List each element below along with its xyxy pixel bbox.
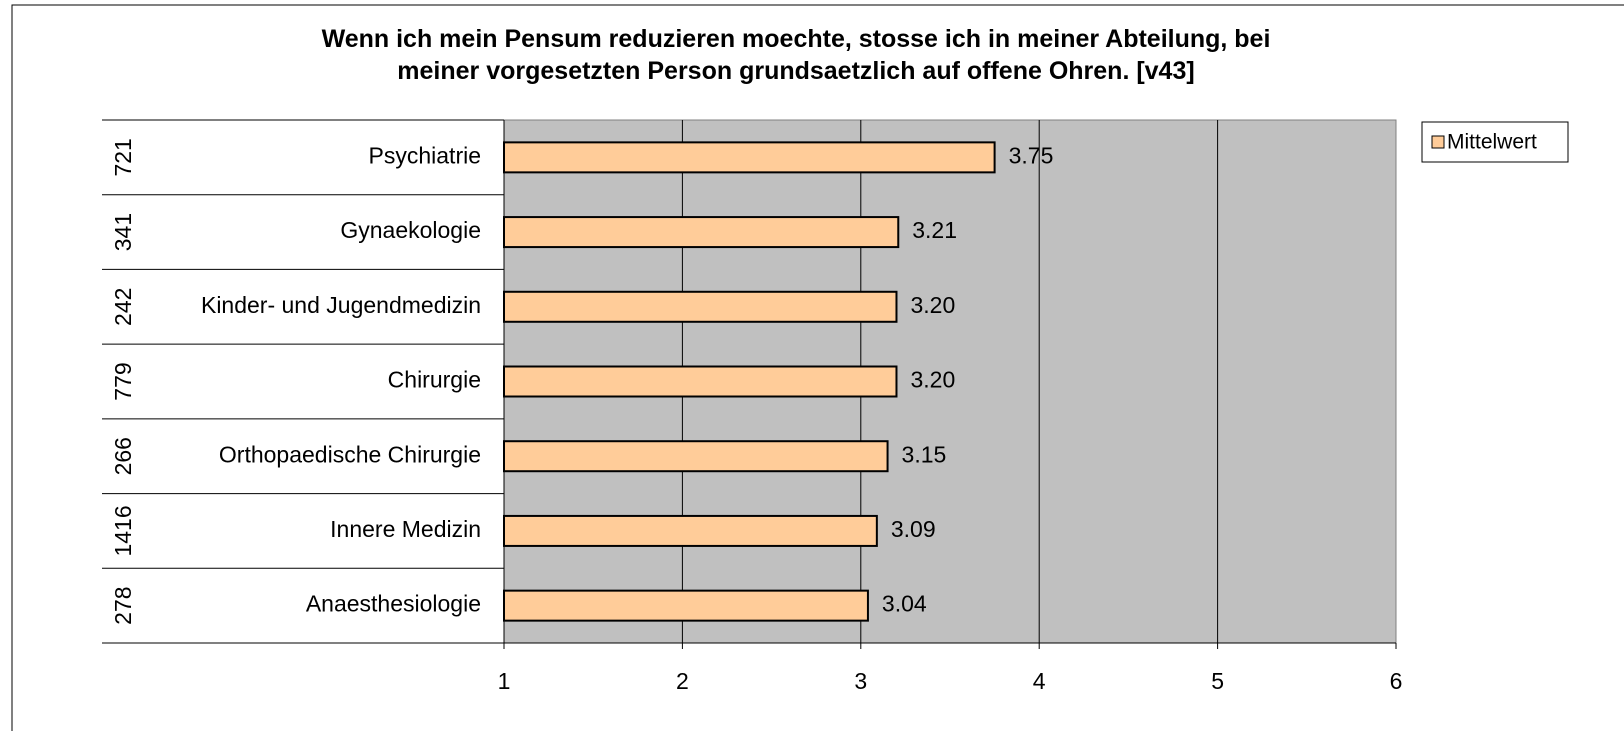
x-tick-label: 3 [854,668,867,694]
x-tick-label: 1 [498,668,511,694]
value-label: 3.75 [1009,142,1054,168]
bar [503,514,878,547]
value-label: 3.20 [910,367,955,393]
bar [503,589,869,622]
group-count: 779 [110,362,136,400]
bar [503,365,898,398]
value-label: 3.15 [902,441,947,467]
group-count: 1416 [110,505,136,556]
title-line: meiner vorgesetzten Person grundsaetzlic… [397,57,1194,85]
group-count: 266 [110,437,136,475]
value-label: 3.21 [912,217,957,243]
group-count: 721 [110,138,136,176]
title-line: Wenn ich mein Pensum reduzieren moechte,… [322,25,1271,53]
y-tick-label: Chirurgie [388,367,481,393]
x-tick-label: 2 [676,668,689,694]
group-count: 278 [110,586,136,624]
bar [503,141,996,174]
y-tick-label: Psychiatrie [369,142,481,168]
x-tick-label: 4 [1033,668,1046,694]
x-tick-label: 5 [1211,668,1224,694]
group-count: 242 [110,288,136,326]
chart-title: Wenn ich mein Pensum reduzieren moechte,… [322,25,1271,85]
bar [503,440,889,473]
y-tick-label: Gynaekologie [340,217,481,243]
x-tick-label: 6 [1390,668,1403,694]
bar [503,290,898,323]
group-count: 341 [110,213,136,251]
value-label: 3.20 [910,292,955,318]
y-tick-label: Orthopaedische Chirurgie [219,441,481,467]
y-tick-label: Kinder- und Jugendmedizin [201,292,481,318]
legend-swatch [1431,135,1445,149]
value-label: 3.04 [882,591,927,617]
y-tick-label: Anaesthesiologie [306,591,481,617]
legend-box [1421,121,1569,163]
bar [503,216,900,249]
y-tick-label: Innere Medizin [330,516,481,542]
legend-label: Mittelwert [1447,131,1537,154]
value-label: 3.09 [891,516,936,542]
